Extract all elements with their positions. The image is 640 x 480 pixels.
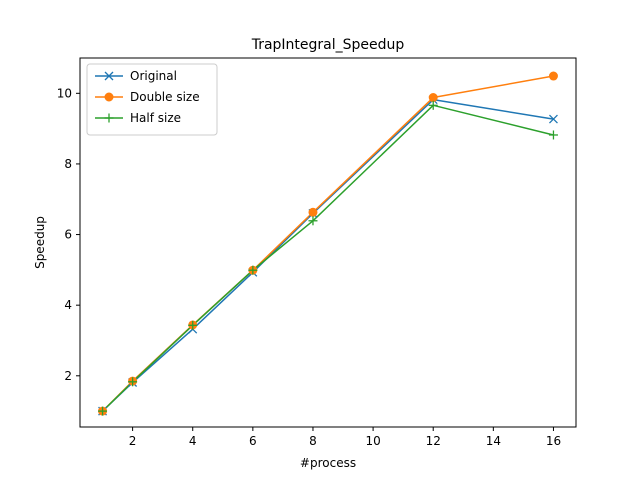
data-point-half-size [548,130,558,140]
data-point-original [548,114,558,124]
legend-label-double-size: Double size [130,90,200,104]
x-tick-label: 8 [309,434,317,448]
y-tick-label: 6 [64,228,72,242]
x-tick-label: 12 [426,434,441,448]
axes-frame [79,57,577,428]
x-tick-label: 14 [486,434,501,448]
data-point-double-size [308,207,318,217]
data-point-half-size [308,216,318,226]
x-axis-label: #process [300,456,356,470]
data-point-half-size [98,406,108,416]
legend-marker-half-size [104,113,114,123]
x-tick-label: 2 [129,434,137,448]
data-point-half-size [428,100,438,110]
legend-label-half-size: Half size [130,111,181,125]
data-point-half-size [248,265,258,275]
y-tick-label: 4 [64,298,72,312]
legend-label-original: Original [130,69,177,83]
x-tick-label: 6 [249,434,257,448]
x-tick-label: 16 [546,434,561,448]
data-point-double-size [548,71,558,81]
legend: Original Double size Half size [86,63,218,136]
data-point-half-size [188,320,198,330]
y-tick-label: 10 [57,86,72,100]
y-tick-label: 8 [64,157,72,171]
series-markers [98,71,558,416]
legend-marker-original [104,71,114,81]
legend-marker-double-size [104,92,114,102]
y-axis-label: Speedup [33,216,47,269]
axis-ticks: 2 4 6 8 10 12 14 16 2 4 6 8 10 [57,86,561,448]
data-point-double-size [428,93,438,103]
chart-title: TrapIntegral_Speedup [251,37,405,53]
y-tick-label: 2 [64,369,72,383]
x-tick-label: 4 [189,434,197,448]
x-tick-label: 10 [365,434,380,448]
data-point-half-size [128,377,138,387]
